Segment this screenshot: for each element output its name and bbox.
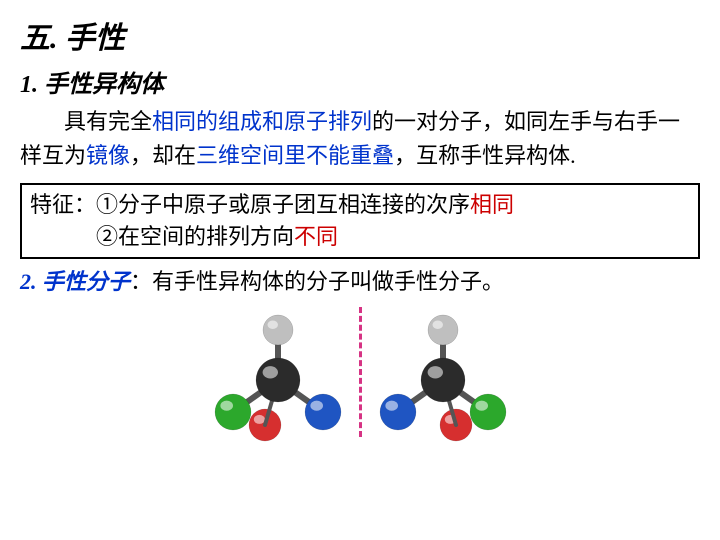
- p1g: ，互称手性异构体.: [394, 143, 576, 168]
- p1f: 三维空间里不能重叠: [196, 143, 394, 168]
- molecule-right: [368, 302, 518, 442]
- section2-colon: ：: [130, 269, 152, 294]
- section1-paragraph: 具有完全相同的组成和原子排列的一对分子，如同左手与右手一样互为镜像，却在三维空间…: [20, 105, 700, 173]
- feature-1a: ①分子中原子或原子团互相连接的次序: [96, 192, 470, 217]
- molecule-diagram: [20, 302, 700, 442]
- features-label: 特征：: [30, 192, 96, 217]
- section2-label: 2. 手性分子: [20, 269, 130, 294]
- p1a: 具有完全: [64, 109, 152, 134]
- main-title: 五. 手性: [20, 16, 700, 61]
- features-box: 特征：①分子中原子或原子团互相连接的次序相同 ②在空间的排列方向不同: [20, 183, 700, 259]
- section1-heading: 1. 手性异构体: [20, 67, 700, 103]
- p1b: 相同的组成和原子排列: [152, 109, 372, 134]
- p1d: 镜像: [86, 143, 130, 168]
- molecule-left: [203, 302, 353, 442]
- feature-2a: ②在空间的排列方向: [96, 224, 294, 249]
- p1e: ，却在: [130, 143, 196, 168]
- feature-1b: 相同: [470, 192, 514, 217]
- mirror-line: [359, 307, 362, 437]
- section2-text: 有手性异构体的分子叫做手性分子。: [152, 269, 504, 294]
- section2: 2. 手性分子：有手性异构体的分子叫做手性分子。: [20, 265, 700, 298]
- feature-2b: 不同: [294, 224, 338, 249]
- feature-2-indent: [30, 224, 96, 249]
